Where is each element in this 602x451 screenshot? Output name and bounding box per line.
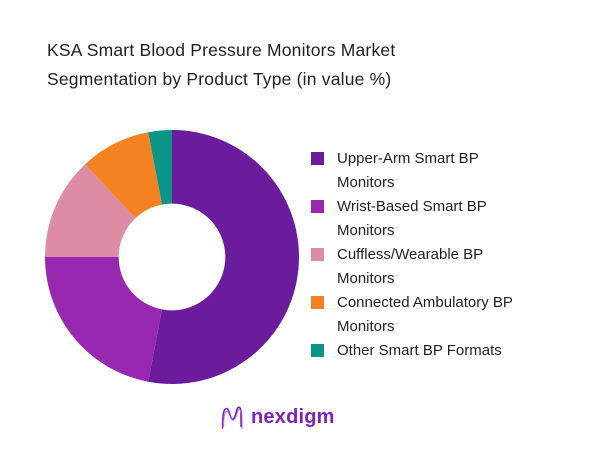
legend-item: Wrist-Based Smart BP Monitors: [311, 195, 581, 243]
donut-chart: [45, 130, 299, 384]
legend-label: Cuffless/Wearable BP Monitors: [337, 246, 483, 287]
nexdigm-wordmark: nexdigm: [251, 406, 335, 428]
legend-swatch: [311, 344, 324, 357]
legend-item: Connected Ambulatory BP Monitors: [311, 291, 581, 339]
legend: Upper-Arm Smart BP Monitors Wrist-Based S…: [311, 147, 581, 363]
legend-swatch: [311, 248, 324, 261]
legend-label: Upper-Arm Smart BP Monitors: [337, 150, 479, 191]
legend-swatch: [311, 200, 324, 213]
legend-swatch: [311, 152, 324, 165]
chart-title-line-2: Segmentation by Product Type (in value %…: [47, 69, 392, 89]
nexdigm-logo: nexdigm: [220, 404, 335, 431]
legend-label: Other Smart BP Formats: [337, 342, 502, 359]
legend-item: Other Smart BP Formats: [311, 339, 581, 363]
pie-slice-5: [148, 130, 172, 205]
legend-label: Wrist-Based Smart BP Monitors: [337, 198, 487, 239]
pie-slice-1: [148, 130, 299, 384]
legend-item: Cuffless/Wearable BP Monitors: [311, 243, 581, 291]
pie-slice-4: [85, 132, 163, 219]
legend-swatch: [311, 296, 324, 309]
chart-title: KSA Smart Blood Pressure Monitors Market…: [47, 36, 527, 94]
legend-item: Upper-Arm Smart BP Monitors: [311, 147, 581, 195]
chart-title-line-1: KSA Smart Blood Pressure Monitors Market: [47, 40, 396, 60]
legend-label: Connected Ambulatory BP Monitors: [337, 294, 513, 335]
pie-slice-2: [45, 257, 163, 382]
nexdigm-wave-icon: [221, 406, 243, 430]
pie-slice-3: [45, 164, 136, 257]
